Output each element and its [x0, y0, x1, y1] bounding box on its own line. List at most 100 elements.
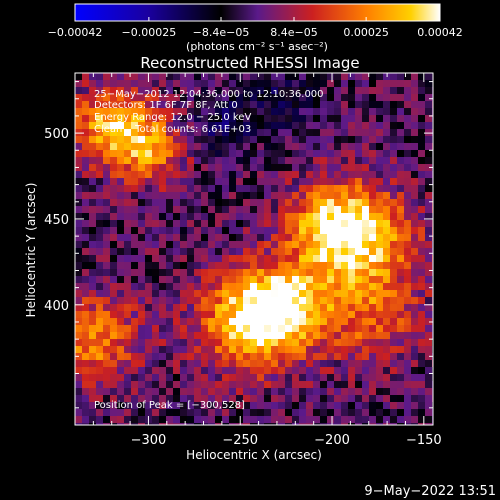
heatmap-cell	[292, 290, 299, 297]
heatmap-cell	[166, 80, 173, 87]
heatmap-cell	[110, 164, 117, 171]
heatmap-cell	[103, 262, 110, 269]
heatmap-cell	[159, 115, 166, 122]
y-tick-label: 400	[44, 299, 69, 314]
heatmap-cell	[194, 304, 201, 311]
heatmap-cell	[271, 353, 278, 360]
heatmap-cell	[173, 248, 180, 255]
heatmap-cell	[222, 122, 229, 129]
heatmap-cell	[194, 80, 201, 87]
heatmap-cell	[292, 241, 299, 248]
heatmap-cell	[299, 360, 306, 367]
heatmap-cell	[222, 73, 229, 80]
heatmap-cell	[82, 213, 89, 220]
heatmap-cell	[194, 101, 201, 108]
heatmap-cell	[271, 374, 278, 381]
heatmap-cell	[362, 115, 369, 122]
heatmap-cell	[110, 213, 117, 220]
heatmap-cell	[173, 416, 180, 423]
heatmap-cell	[131, 234, 138, 241]
heatmap-cell	[306, 220, 313, 227]
heatmap-cell	[306, 94, 313, 101]
heatmap-cell	[173, 213, 180, 220]
heatmap-cell	[180, 108, 187, 115]
heatmap-cell	[418, 353, 425, 360]
heatmap-cell	[320, 297, 327, 304]
heatmap-cell	[75, 290, 82, 297]
heatmap-cell	[117, 150, 124, 157]
heatmap-cell	[180, 311, 187, 318]
heatmap-cell	[82, 248, 89, 255]
heatmap-cell	[124, 178, 131, 185]
heatmap-cell	[96, 206, 103, 213]
heatmap-cell	[418, 164, 425, 171]
heatmap-cell	[404, 185, 411, 192]
heatmap-cell	[362, 318, 369, 325]
heatmap-cell	[292, 122, 299, 129]
heatmap-cell	[194, 374, 201, 381]
heatmap-cell	[222, 409, 229, 416]
heatmap-cell	[131, 409, 138, 416]
heatmap-cell	[173, 304, 180, 311]
heatmap-cell	[425, 402, 432, 409]
heatmap-cell	[117, 318, 124, 325]
heatmap-cell	[306, 416, 313, 423]
heatmap-cell	[292, 227, 299, 234]
heatmap-cell	[103, 87, 110, 94]
heatmap-cell	[187, 332, 194, 339]
heatmap-cell	[145, 199, 152, 206]
heatmap-cell	[327, 143, 334, 150]
heatmap-cell	[194, 297, 201, 304]
heatmap-cell	[355, 374, 362, 381]
heatmap-cell	[96, 115, 103, 122]
heatmap-cell	[117, 108, 124, 115]
heatmap-cell	[390, 381, 397, 388]
heatmap-cell	[397, 206, 404, 213]
heatmap-cell	[257, 150, 264, 157]
heatmap-cell	[159, 171, 166, 178]
heatmap-cell	[348, 227, 355, 234]
heatmap-cell	[243, 199, 250, 206]
heatmap-cell	[250, 416, 257, 423]
heatmap-cell	[131, 157, 138, 164]
heatmap-cell	[257, 374, 264, 381]
heatmap-cell	[320, 178, 327, 185]
heatmap-cell	[82, 122, 89, 129]
heatmap-cell	[243, 311, 250, 318]
heatmap-cell	[145, 339, 152, 346]
heatmap-cell	[383, 367, 390, 374]
heatmap-cell	[292, 108, 299, 115]
heatmap-cell	[285, 318, 292, 325]
heatmap-cell	[138, 262, 145, 269]
heatmap-cell	[264, 311, 271, 318]
heatmap-cell	[404, 416, 411, 423]
heatmap-cell	[166, 311, 173, 318]
heatmap-cell	[404, 136, 411, 143]
heatmap-cell	[390, 311, 397, 318]
heatmap-cell	[285, 416, 292, 423]
heatmap-cell	[418, 388, 425, 395]
heatmap-cell	[243, 304, 250, 311]
heatmap-cell	[159, 80, 166, 87]
heatmap-cell	[75, 122, 82, 129]
heatmap-cell	[341, 248, 348, 255]
heatmap-cell	[194, 388, 201, 395]
heatmap-cell	[404, 290, 411, 297]
heatmap-cell	[334, 311, 341, 318]
heatmap-cell	[411, 325, 418, 332]
heatmap-cell	[131, 94, 138, 101]
heatmap-cell	[152, 157, 159, 164]
heatmap-cell	[362, 339, 369, 346]
heatmap-cell	[82, 346, 89, 353]
heatmap-cell	[327, 192, 334, 199]
heatmap-cell	[236, 339, 243, 346]
heatmap-cell	[222, 129, 229, 136]
heatmap-cell	[187, 115, 194, 122]
heatmap-cell	[159, 164, 166, 171]
heatmap-cell	[96, 339, 103, 346]
heatmap-cell	[96, 108, 103, 115]
heatmap-cell	[180, 416, 187, 423]
heatmap-cell	[201, 423, 208, 425]
heatmap-cell	[89, 332, 96, 339]
